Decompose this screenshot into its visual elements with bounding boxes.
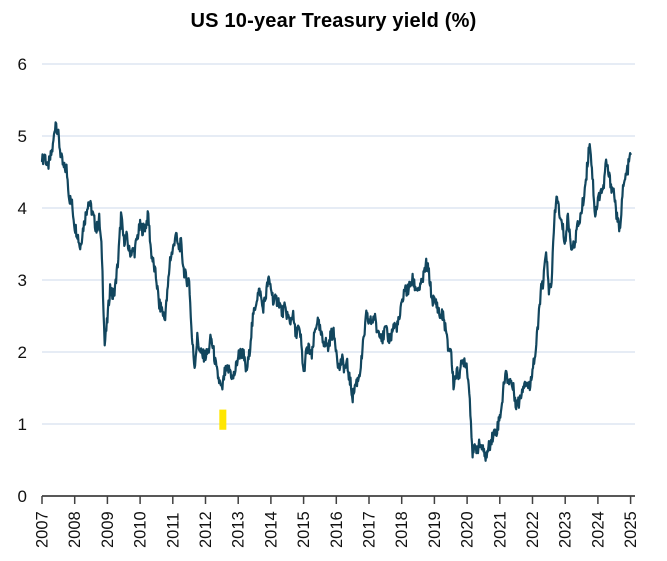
x-axis-label-2014: 2014 bbox=[262, 511, 280, 548]
x-axis-label-2008: 2008 bbox=[66, 511, 84, 548]
yellow-marker bbox=[219, 409, 227, 430]
x-axis-label-2025: 2025 bbox=[622, 511, 640, 548]
x-axis-label-2012: 2012 bbox=[197, 511, 215, 548]
x-axis-label-2009: 2009 bbox=[99, 511, 117, 548]
y-axis-label-4: 4 bbox=[18, 199, 27, 218]
chart-title: US 10-year Treasury yield (%) bbox=[190, 10, 477, 32]
x-axis-label-2021: 2021 bbox=[491, 511, 509, 548]
y-axis-label-5: 5 bbox=[18, 127, 27, 146]
x-axis-label-2007: 2007 bbox=[34, 511, 52, 548]
x-axis-label-2018: 2018 bbox=[393, 511, 411, 548]
x-axis-label-2017: 2017 bbox=[361, 511, 379, 548]
y-axis-label-1: 1 bbox=[18, 415, 27, 434]
y-axis-label-0: 0 bbox=[18, 487, 27, 506]
x-axis-label-2019: 2019 bbox=[426, 511, 444, 548]
yield-line bbox=[40, 121, 632, 462]
y-axis-label-2: 2 bbox=[18, 343, 27, 362]
x-axis-label-2016: 2016 bbox=[328, 511, 346, 548]
x-axis-label-2013: 2013 bbox=[230, 511, 248, 548]
x-axis-label-2011: 2011 bbox=[164, 513, 182, 548]
x-axis-label-2010: 2010 bbox=[132, 511, 150, 548]
x-axis-label-2023: 2023 bbox=[557, 511, 575, 548]
x-axis-label-2024: 2024 bbox=[589, 511, 607, 548]
x-axis-label-2015: 2015 bbox=[295, 511, 313, 548]
y-axis-label-6: 6 bbox=[18, 55, 27, 74]
x-axis-label-2022: 2022 bbox=[524, 511, 542, 548]
y-axis-label-3: 3 bbox=[18, 271, 27, 290]
x-axis-label-2020: 2020 bbox=[459, 511, 477, 548]
